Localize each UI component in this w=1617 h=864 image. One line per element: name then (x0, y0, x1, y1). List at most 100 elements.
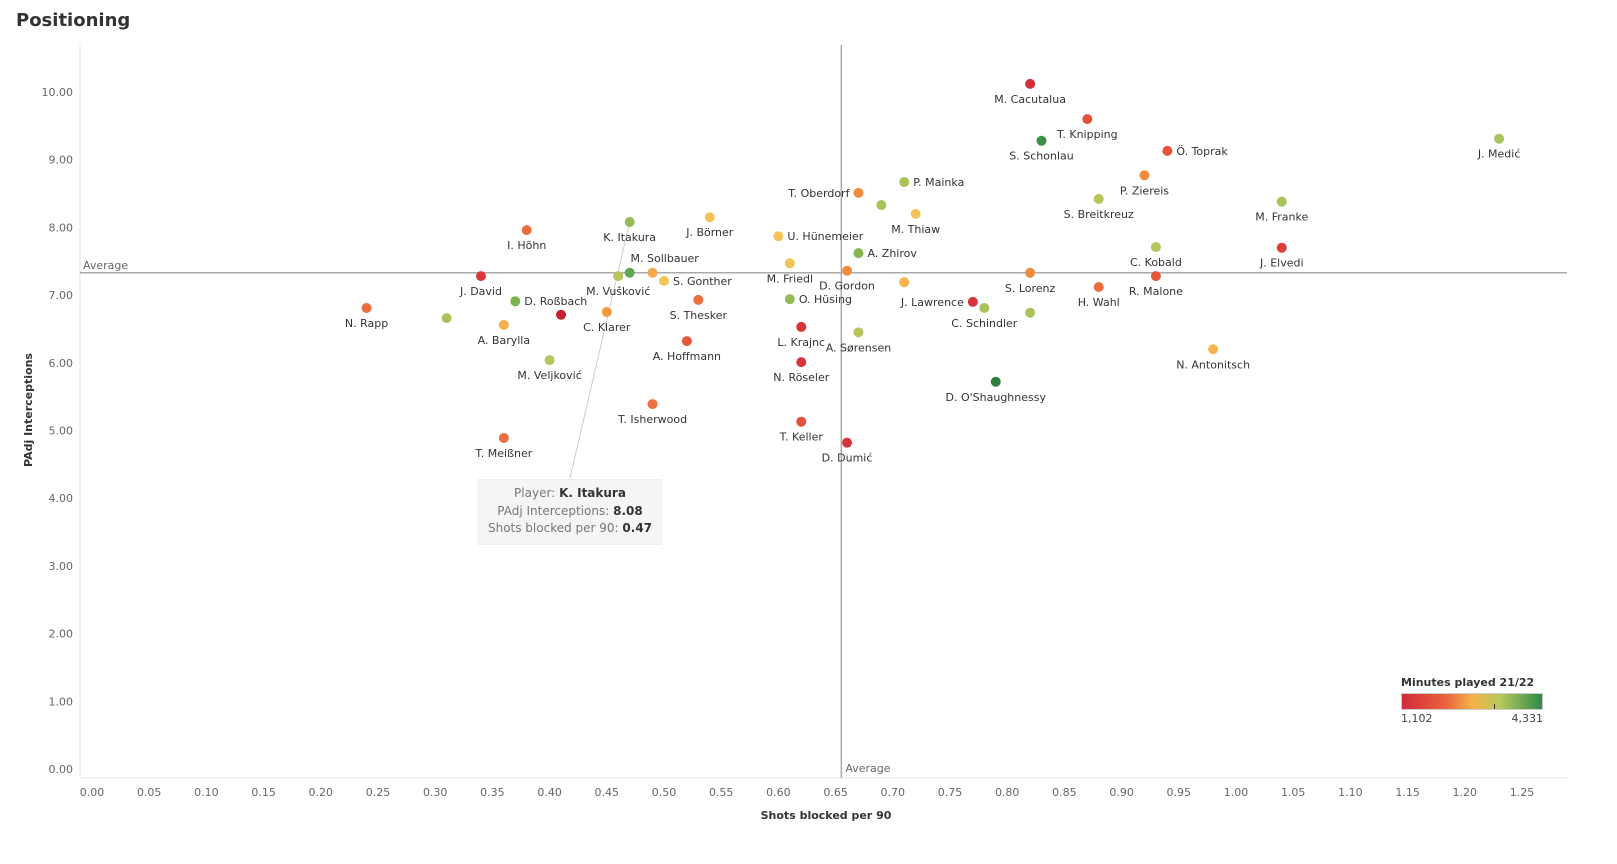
data-label: J. Börner (685, 226, 734, 239)
x-tick-label: 0.45 (595, 786, 620, 799)
data-point (624, 216, 635, 227)
data-point (842, 437, 853, 448)
data-label: I. Höhn (507, 239, 546, 252)
data-point (1082, 114, 1093, 125)
data-label: T. Knipping (1056, 128, 1118, 141)
y-tick-label: 0.00 (49, 763, 74, 776)
y-tick-label: 4.00 (49, 492, 74, 505)
x-tick-label: 0.30 (423, 786, 448, 799)
color-legend: Minutes played 21/22 1,102 4,331 (1401, 676, 1543, 725)
y-axis-title: PAdj Interceptions (22, 353, 35, 467)
data-label: U. Hünemeier (787, 230, 863, 243)
data-point (647, 399, 658, 410)
data-label: T. Keller (779, 431, 824, 444)
x-tick-label: 0.70 (881, 786, 906, 799)
data-label: J. Medić (1477, 148, 1521, 161)
data-point (979, 302, 990, 313)
x-tick-label: 0.35 (480, 786, 505, 799)
data-point (773, 231, 784, 242)
data-label: T. Meißner (474, 447, 532, 460)
data-point (510, 296, 521, 307)
y-tick-label: 7.00 (49, 289, 74, 302)
x-tick-label: 1.15 (1395, 786, 1420, 799)
legend-gradient (1401, 693, 1543, 710)
x-tick-label: 1.00 (1224, 786, 1249, 799)
data-point (899, 277, 910, 288)
x-tick-label: 0.50 (652, 786, 677, 799)
x-tick-label: 0.15 (251, 786, 276, 799)
data-point (853, 187, 864, 198)
data-point (990, 376, 1001, 387)
data-label: Ö. Toprak (1176, 145, 1228, 158)
x-tick-label: 1.20 (1453, 786, 1478, 799)
x-tick-label: 0.00 (80, 786, 105, 799)
y-tick-label: 1.00 (49, 695, 74, 708)
data-point (899, 177, 910, 188)
y-tick-label: 9.00 (49, 154, 74, 167)
data-label: M. Sollbauer (631, 252, 700, 265)
x-tick-label: 0.20 (309, 786, 334, 799)
data-label: S. Gonther (673, 275, 732, 288)
data-label: N. Röseler (773, 371, 829, 384)
data-point (659, 275, 669, 286)
data-point (704, 212, 715, 223)
x-tick-label: 0.75 (938, 786, 963, 799)
data-label: D. Gordon (819, 280, 875, 293)
data-label: M. Franke (1255, 211, 1308, 224)
data-label: P. Ziereis (1120, 184, 1169, 197)
data-label: J. David (459, 285, 502, 298)
data-point (853, 248, 864, 259)
data-label: C. Klarer (583, 321, 631, 334)
data-point (1150, 242, 1161, 253)
data-point (1208, 344, 1219, 355)
tooltip-x-label: Shots blocked per 90: (487, 521, 619, 535)
data-label: N. Antonitsch (1176, 358, 1250, 371)
data-label: O. Hüsing (799, 293, 852, 306)
data-label: L. Krajnc (777, 336, 825, 349)
data-point (613, 271, 624, 282)
x-average-label: Average (845, 762, 890, 775)
x-tick-label: 0.60 (766, 786, 791, 799)
data-label: S. Schonlau (1009, 150, 1073, 163)
data-point (1025, 78, 1036, 89)
data-label: N. Rapp (345, 317, 388, 330)
x-tick-label: 1.05 (1281, 786, 1306, 799)
data-point (361, 302, 372, 313)
page-title: Positioning (16, 10, 131, 31)
data-label: P. Mainka (913, 176, 964, 189)
x-tick-label: 0.95 (1167, 786, 1192, 799)
data-point (1093, 281, 1104, 292)
y-tick-label: 5.00 (49, 425, 74, 438)
data-label: K. Itakura (603, 231, 656, 244)
x-axis-title: Shots blocked per 90 (761, 809, 892, 822)
y-tick-label: 2.00 (49, 628, 74, 641)
data-label: A. Barylla (478, 334, 531, 347)
x-tick-label: 0.05 (137, 786, 162, 799)
data-point (498, 432, 509, 443)
data-point (1162, 145, 1173, 156)
data-point (1276, 242, 1287, 253)
data-label: C. Schindler (951, 317, 1018, 330)
tooltip-player: K. Itakura (559, 486, 626, 500)
data-point (1494, 133, 1505, 144)
y-tick-label: 6.00 (49, 357, 74, 370)
tooltip-leader-line (569, 221, 631, 479)
data-label: M. Friedl (767, 272, 813, 285)
data-point (624, 267, 635, 278)
data-label: H. Wahl (1078, 296, 1120, 309)
data-label: M. Veljković (517, 369, 581, 382)
data-label: D. Dumić (822, 452, 873, 465)
tooltip: Player: K. Itakura PAdj Interceptions: 8… (478, 479, 662, 545)
y-average-label: Average (83, 259, 128, 272)
data-label: D. Roßbach (524, 295, 587, 308)
data-label: A. Hoffmann (653, 350, 721, 363)
data-label: J. Elvedi (1259, 257, 1304, 270)
tooltip-x-value: 0.47 (622, 521, 653, 535)
data-label: M. Cacutalua (994, 93, 1066, 106)
data-point (967, 296, 978, 307)
data-point (876, 200, 887, 211)
x-tick-label: 0.40 (537, 786, 562, 799)
tooltip-y-label: PAdj Interceptions: (497, 503, 610, 518)
